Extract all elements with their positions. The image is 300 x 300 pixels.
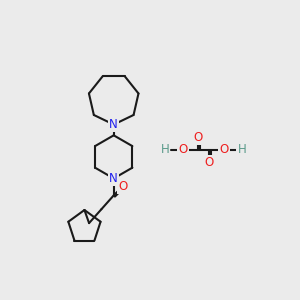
Text: H: H	[160, 143, 169, 157]
Text: O: O	[178, 143, 188, 157]
Text: N: N	[109, 118, 118, 131]
Text: O: O	[193, 131, 202, 144]
Text: N: N	[109, 172, 118, 185]
Text: O: O	[205, 156, 214, 169]
Text: O: O	[118, 180, 128, 193]
Text: H: H	[238, 143, 246, 157]
Text: O: O	[219, 143, 228, 157]
